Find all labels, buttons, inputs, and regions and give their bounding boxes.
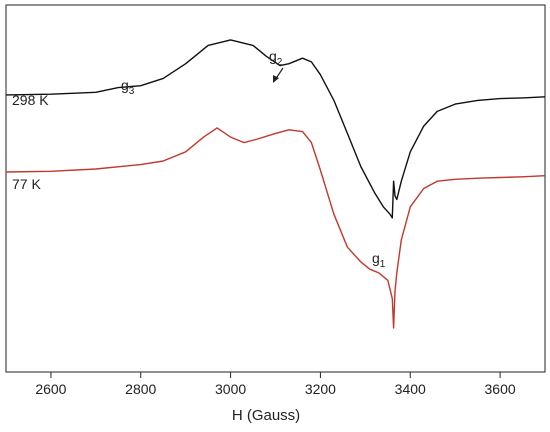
- series-layer: [6, 40, 545, 328]
- series-line-77k: [6, 128, 545, 328]
- g2-main: g: [269, 48, 277, 64]
- g1-sub: 1: [380, 259, 386, 270]
- g2-sub: 2: [277, 57, 283, 68]
- x-tick-label-3000: 3000: [215, 381, 246, 397]
- g3-main: g: [121, 77, 129, 93]
- g3-sub: 3: [129, 86, 135, 97]
- series-line-298k: [6, 40, 545, 218]
- x-tick-label-2800: 2800: [125, 381, 156, 397]
- series-label-77k: 77 K: [12, 176, 41, 192]
- x-ticks: 2600 2800 3000 3200 3400 3600: [35, 372, 516, 397]
- g1-main: g: [372, 250, 380, 266]
- x-tick-label-2600: 2600: [35, 381, 66, 397]
- annotations: 298 K 77 K g3 g2 g1: [12, 48, 386, 270]
- x-axis-title: H (Gauss): [232, 407, 300, 424]
- x-tick-label-3600: 3600: [485, 381, 516, 397]
- g1-label: g1: [372, 250, 386, 270]
- g2-label: g2: [269, 48, 283, 68]
- x-tick-label-3200: 3200: [305, 381, 336, 397]
- series-label-298k: 298 K: [12, 92, 49, 108]
- x-tick-label-3400: 3400: [395, 381, 426, 397]
- g3-label: g3: [121, 77, 135, 97]
